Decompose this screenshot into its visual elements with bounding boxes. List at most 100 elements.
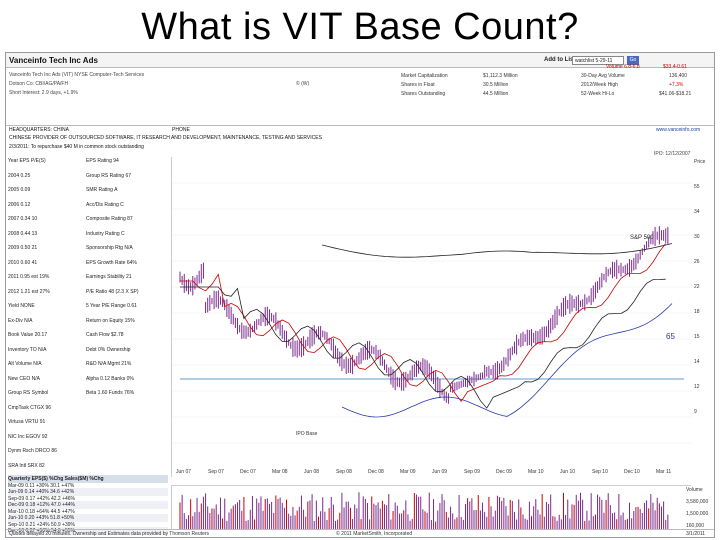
footer: Quotes delayed 20 minutes. Ownership and… — [6, 529, 714, 537]
volume-axis-label: 1,500,000 — [686, 511, 709, 517]
x-axis-label: Dec 10 — [624, 469, 640, 475]
sp500-label: S&P 500 — [630, 235, 654, 241]
quarterly-row: Sep-10 0.21 +24% 50.9 +39% — [8, 521, 75, 528]
left-row: Dynm Rsch DRCO 86 — [8, 448, 57, 454]
outstanding-label: Shares Outstanding — [401, 91, 446, 97]
quarterly-row: Jun-09 0.14 +40% 34.6 +42% — [8, 488, 168, 496]
header-bar: Vanceinfo Tech Inc Ads Add to List: watc… — [6, 53, 714, 68]
rating-row: Sponsorship Rtg N/A — [86, 245, 133, 251]
volume-axis-label: Volume — [686, 487, 703, 493]
market-cap: $1,112.3 Million — [483, 73, 518, 79]
left-row: SRA Intl SRX 82 — [8, 462, 45, 469]
add-to-list-label: Add to List: — [544, 57, 578, 63]
x-axis-label: Dec 07 — [240, 469, 256, 475]
left-row: 2012 1.21 est 27% — [8, 288, 50, 295]
left-row: Alt Volume N/A — [8, 361, 42, 367]
ipo-date: IPO: 12/12/2007 — [654, 151, 691, 157]
rating-row: Debt 0% Ownership — [86, 346, 131, 353]
quarterly-row: Jun-10 0.20 +43% 51.8 +50% — [8, 514, 168, 522]
rating-row: Beta 1.60 Funds 76% — [86, 390, 135, 396]
price-axis-label: 12 — [694, 384, 700, 390]
left-row: CmpTask CTGX 96 — [8, 404, 52, 411]
phone-icon-text: © (W) — [296, 81, 310, 87]
rating-row: Cash Flow $2.78 — [86, 332, 124, 338]
rating-row: R&D N/A Mgmt 21% — [86, 361, 132, 367]
rating-row: SMR Rating A — [86, 187, 118, 193]
rs-line — [341, 303, 673, 418]
left-row: 2004 0.25 — [8, 172, 31, 179]
moving-average-200 — [180, 278, 666, 409]
left-row: New CEO N/A — [8, 375, 40, 382]
footer-date: 3/1/2011 — [686, 531, 706, 537]
x-axis-label: Mar 09 — [400, 469, 416, 475]
rating-row: Earnings Stability 21 — [86, 274, 132, 280]
x-axis-label: Mar 08 — [272, 469, 288, 475]
price-axis-label: 18 — [694, 309, 700, 315]
left-row: Virtusa VRTU 91 — [8, 419, 46, 425]
left-row: 2008 0.44 13 — [8, 230, 38, 237]
sub-line3: Short Interest: 2.9 days, +1.9% — [9, 90, 78, 96]
left-row: Yield NONE — [8, 303, 35, 309]
hq-band: HEADQUARTERS: CHINA PHONE www.vanceinfo.… — [6, 125, 714, 133]
rating-row: EPS Rating 94 — [86, 158, 119, 164]
price-axis-label: 9 — [694, 409, 697, 415]
left-row: NIC Inc EGOV 92 — [8, 433, 48, 440]
price-axis-label: 15 — [694, 334, 700, 340]
ipo-base-label: IPO Base — [296, 431, 318, 437]
rating-row: P/E Ratio 48 (2.3 X SP) — [86, 288, 139, 295]
company-name: Vanceinfo Tech Inc Ads — [9, 56, 98, 65]
sub-line2: Dotson Co: CBI/AG/PA/FH — [9, 81, 69, 87]
left-row: Group RS Symbol — [8, 390, 49, 396]
go-button[interactable]: Go — [627, 56, 639, 65]
left-row: 2007 0.34 10 — [8, 216, 38, 222]
quarterly-row: Mar-09 0.11 +30% 30.1 +47% — [8, 482, 75, 489]
quarterly-row: Mar-10 0.18 +64% 44.5 +47% — [8, 508, 75, 515]
website-link[interactable]: www.vanceinfo.com — [656, 127, 701, 133]
x-axis-label: Mar 10 — [528, 469, 544, 475]
left-row: Book Value 20.17 — [8, 332, 48, 338]
rating-row: EPS Growth Rate 64% — [86, 259, 137, 266]
left-row: Ex-Div N/A — [8, 317, 33, 324]
left-row: Inventory TO N/A — [8, 346, 47, 353]
volume-chart — [171, 485, 691, 530]
x-axis-label: Dec 08 — [368, 469, 384, 475]
price-axis-label: 22 — [694, 284, 700, 290]
list-select[interactable]: watchlist 5-29-11 — [572, 56, 624, 65]
x-axis-label: Jun 10 — [560, 469, 575, 475]
x-axis-label: Sep 08 — [336, 469, 352, 475]
float-value: 30.5 Million — [483, 82, 509, 88]
price-axis-label: 34 — [694, 209, 700, 215]
footer-note: Quotes delayed 20 minutes. Ownership and… — [9, 531, 210, 537]
quarterly-row: Sep-09 0.17 +42% 42.2 +46% — [8, 495, 75, 502]
price-axis-label: 30 — [694, 234, 700, 240]
vol-label: 30-Day Avg Volume — [581, 73, 625, 79]
week-value: $41.06-$18.21 — [659, 91, 692, 97]
left-row: Year EPS P/E(S) — [8, 158, 46, 164]
hi-value: +7.3% — [669, 82, 684, 88]
x-axis-label: Sep 07 — [208, 469, 224, 475]
slide-title: What is VIT Base Count? — [141, 6, 579, 48]
rating-row: Alpha 0.12 Banks 0% — [86, 375, 134, 382]
x-axis-label: Sep 10 — [592, 469, 608, 475]
price-axis-label: 14 — [694, 359, 700, 365]
week-label: 52-Week Hi-Lo — [581, 91, 615, 97]
stock-chart-screenshot: Vanceinfo Tech Inc Ads Add to List: watc… — [5, 52, 715, 538]
market-cap-label: Market Capitalization — [401, 73, 448, 79]
rating-row: Group RS Rating 67 — [86, 172, 132, 179]
volume-axis-label: 3,580,000 — [686, 499, 709, 505]
quarterly-row: Dec-09 0.18 +12% 47.0 +44% — [8, 501, 168, 509]
hq-phone: PHONE — [172, 127, 190, 133]
rs-rating-label: 65 — [666, 332, 675, 341]
left-row: 2009 0.50 21 — [8, 245, 38, 251]
left-row: 2005 0.09 — [8, 187, 31, 193]
rating-row: Industry Rating C — [86, 230, 125, 237]
sub-line1: Vanceinfo Tech Inc Ads (VIT) NYSE Comput… — [9, 72, 145, 78]
x-axis-label: Dec 09 — [496, 469, 512, 475]
price-change: $33.4-0.61 — [663, 64, 687, 70]
footer-copyright: © 2011 MarketSmith, Incorporated — [336, 531, 413, 537]
volume-axis-label: 160,000 — [686, 523, 705, 529]
rating-row: Return on Equity 15% — [86, 317, 135, 324]
left-data-table: Year EPS P/E(S) 2004 0.25 2005 0.09 2006 0.… — [8, 157, 168, 537]
moving-average-50 — [180, 243, 667, 402]
x-axis-label: Jun 07 — [176, 469, 191, 475]
